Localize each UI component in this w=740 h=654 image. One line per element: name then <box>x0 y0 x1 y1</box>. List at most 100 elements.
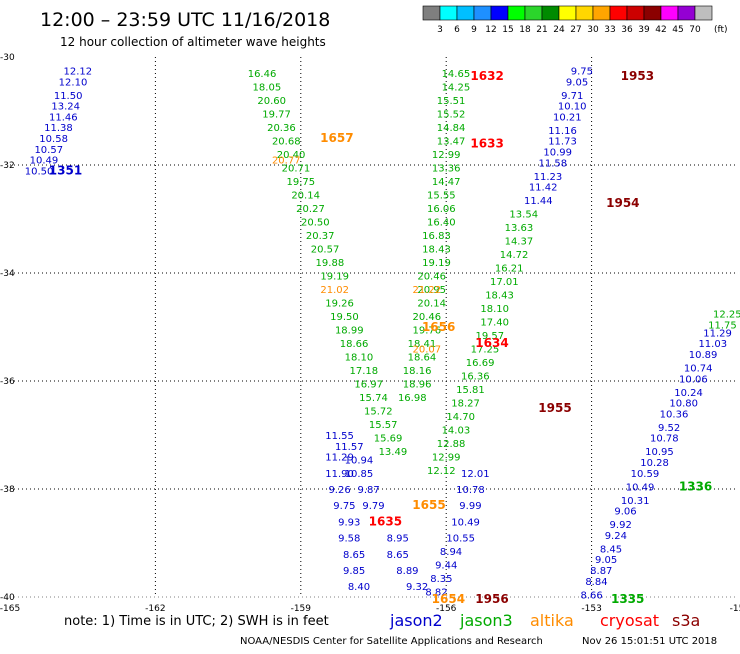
footer-timestamp: Nov 26 15:01:51 UTC 2018 <box>582 636 717 647</box>
wave-height-value: 17.01 <box>490 277 519 288</box>
footer-note: note: 1) Time is in UTC; 2) SWH is in fe… <box>64 614 329 629</box>
color-swatch <box>643 5 662 21</box>
wave-height-value: 8.94 <box>440 547 462 558</box>
color-scale-label: 33 <box>604 25 615 35</box>
wave-height-value: 20.46 <box>412 312 441 323</box>
satellite-legend: jason2 jason3 altika cryosat s3a <box>389 611 700 630</box>
wave-height-value: 10.49 <box>30 156 59 167</box>
x-tick-label: -159 <box>291 604 312 614</box>
wave-height-value: 19.26 <box>325 299 354 310</box>
wave-height-value: 18.99 <box>335 326 364 337</box>
wave-height-value: 10.99 <box>543 148 572 159</box>
wave-height-value: 20.14 <box>417 299 446 310</box>
wave-height-value: 20.46 <box>417 272 446 283</box>
wave-height-value: 10.31 <box>621 496 650 507</box>
wave-height-value: 19.19 <box>422 258 451 269</box>
color-scale-label: 27 <box>570 25 581 35</box>
wave-height-value: 9.93 <box>338 517 360 528</box>
wave-height-value: 10.58 <box>39 134 68 145</box>
wave-height-value: 12.12 <box>64 67 93 78</box>
wave-height-value: 20.36 <box>267 123 296 134</box>
wave-height-value: 8.84 <box>585 577 607 588</box>
wave-height-value: 13.54 <box>509 210 538 221</box>
color-swatch <box>592 5 611 21</box>
wave-height-value: 10.78 <box>456 485 485 496</box>
wave-height-value: 17.40 <box>480 318 509 329</box>
wave-height-value: 9.75 <box>333 501 355 512</box>
wave-height-value: 9.85 <box>343 566 365 577</box>
wave-height-value: 16.21 <box>495 264 524 275</box>
color-swatch <box>575 5 594 21</box>
wave-height-value: 9.75 <box>571 67 593 78</box>
color-scale-label: 39 <box>638 25 650 35</box>
wave-height-value: 13.47 <box>437 137 466 148</box>
wave-height-value: 19.75 <box>286 177 315 188</box>
wave-height-value: 11.23 <box>534 172 563 183</box>
y-tick-label: -32 <box>0 161 15 171</box>
wave-height-value: 10.49 <box>451 517 480 528</box>
wave-height-value: 14.03 <box>442 426 471 437</box>
color-scale-label: 21 <box>536 25 547 35</box>
y-tick-label: -36 <box>0 377 15 387</box>
wave-height-value: 10.55 <box>446 534 475 545</box>
wave-height-value: 11.42 <box>529 183 558 194</box>
wave-height-value: 11.03 <box>698 339 727 350</box>
wave-height-value: 9.71 <box>561 91 583 102</box>
wave-height-value: 20.14 <box>291 191 320 202</box>
color-swatch <box>694 5 713 21</box>
wave-height-value: 15.55 <box>427 191 456 202</box>
data-points: 12.1212.1011.5013.2411.4611.3810.5810.57… <box>25 67 740 602</box>
color-scale-bar: 3 6 9 12 15 18 21 24 27 30 33 36 39 42 45 70 (ft) <box>422 5 728 35</box>
wave-height-value: 21.22 <box>412 285 441 296</box>
wave-height-value: 9.79 <box>362 501 384 512</box>
x-tick-label: -153 <box>581 604 601 614</box>
wave-height-value: 18.43 <box>422 245 451 256</box>
pass-time-label: 1955 <box>538 401 571 415</box>
wave-height-value: 10.80 <box>669 399 698 410</box>
color-scale-label: 6 <box>454 25 460 35</box>
y-tick-label: -30 <box>0 53 15 63</box>
wave-height-value: 12.99 <box>432 150 461 161</box>
pass-time-label: 1351 <box>49 163 82 177</box>
wave-height-value: 9.05 <box>566 77 588 88</box>
color-swatch <box>422 5 441 21</box>
color-swatch <box>507 5 526 21</box>
wave-height-value: 11.58 <box>539 158 568 169</box>
wave-height-value: 19.19 <box>320 272 349 283</box>
color-swatch <box>456 5 475 21</box>
wave-height-value: 10.74 <box>684 364 713 375</box>
wave-height-value: 9.87 <box>358 485 380 496</box>
wave-height-value: 16.46 <box>248 69 277 80</box>
wave-height-value: 8.87 <box>590 566 612 577</box>
pass-time-label: 1655 <box>412 498 445 512</box>
color-swatch <box>609 5 628 21</box>
pass-time-label: 1335 <box>611 592 644 606</box>
wave-height-value: 15.74 <box>359 393 388 404</box>
legend-jason2: jason2 <box>389 611 443 630</box>
pass-time-label: 1632 <box>470 69 503 83</box>
legend-s3a: s3a <box>672 611 700 630</box>
wave-height-value: 19.50 <box>330 312 359 323</box>
wave-height-value: 10.50 <box>25 166 54 177</box>
wave-height-value: 10.59 <box>631 469 660 480</box>
legend-cryosat: cryosat <box>600 611 659 630</box>
wave-height-value: 8.65 <box>343 550 365 561</box>
wave-height-value: 20.95 <box>417 285 446 296</box>
wave-height-value: 8.35 <box>430 574 452 585</box>
wave-height-value: 10.10 <box>558 102 587 113</box>
y-tick-label: -34 <box>0 269 15 279</box>
wave-height-value: 14.84 <box>437 123 466 134</box>
wave-height-value: 9.52 <box>658 423 680 434</box>
pass-time-label: 1657 <box>320 131 353 145</box>
legend-altika: altika <box>530 611 574 630</box>
wave-height-value: 12.99 <box>432 453 461 464</box>
wave-height-value: 20.68 <box>272 137 301 148</box>
wave-height-value: 17.25 <box>471 345 500 356</box>
wave-height-value: 13.36 <box>432 164 461 175</box>
color-scale-label: 12 <box>485 25 496 35</box>
pass-time-label: 1336 <box>679 479 712 493</box>
wave-height-value: 19.76 <box>412 326 441 337</box>
wave-height-value: 13.24 <box>51 102 80 113</box>
color-scale-label: 42 <box>655 25 666 35</box>
